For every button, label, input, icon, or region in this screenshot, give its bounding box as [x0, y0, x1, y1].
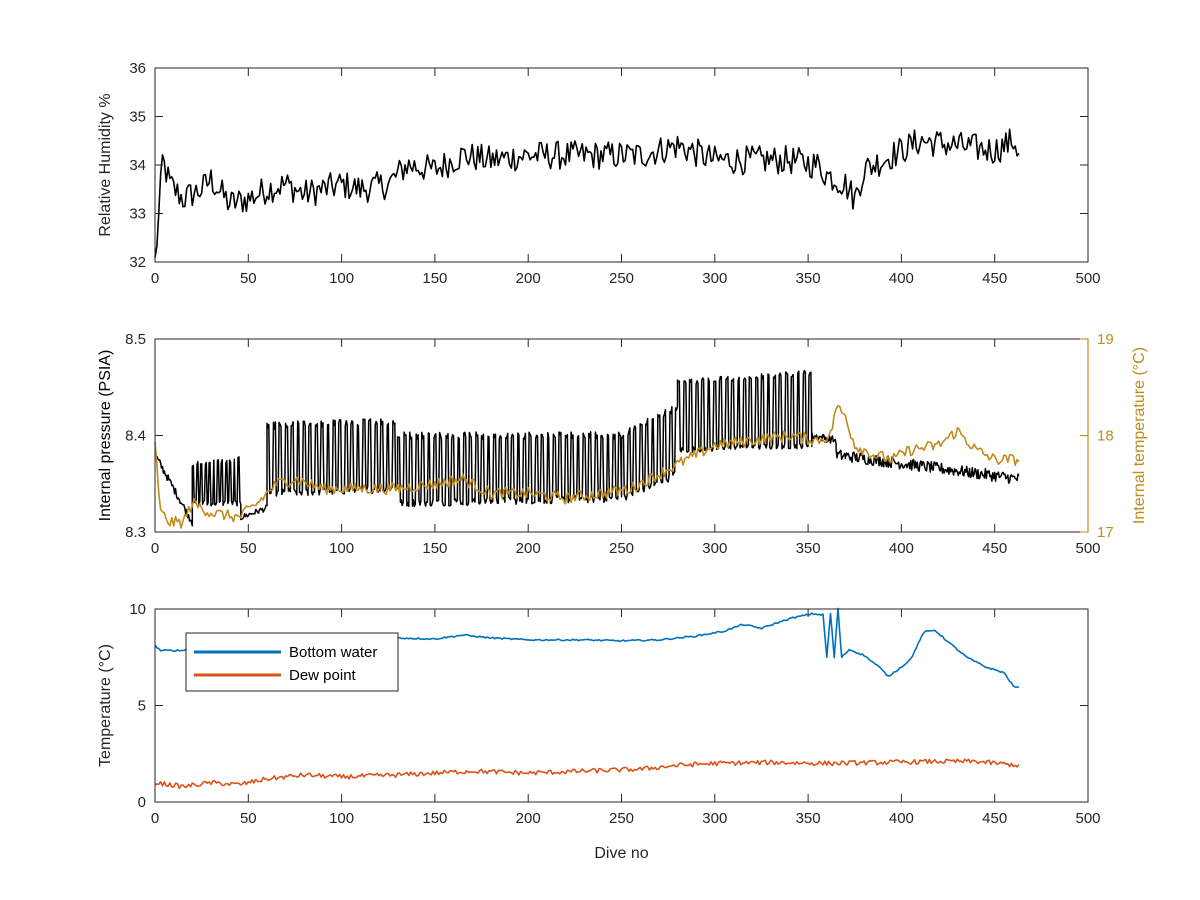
x-tick-label: 150 [422, 270, 447, 287]
x-tick-label: 250 [609, 270, 634, 287]
x-tick-label: 150 [422, 540, 447, 557]
pressure-temperature-panel: 0 50 100 150 200 250 300 350 400 450 500 8.3 8.4 8.5 1… [97, 331, 1148, 557]
x-tick-label: 350 [796, 810, 821, 827]
y-tick-label: 8.4 [125, 428, 146, 445]
y-axis-label: Temperature (°C) [97, 644, 114, 767]
y-tick-label: 36 [129, 60, 146, 77]
y-tick-label: 34 [129, 157, 146, 174]
x-tick-label: 100 [329, 810, 354, 827]
x-tick-label: 300 [702, 810, 727, 827]
y-tick-label: 33 [129, 206, 146, 223]
x-tick-label: 100 [329, 270, 354, 287]
y-tick-label: 8.3 [125, 524, 146, 541]
legend-label: Bottom water [289, 644, 377, 661]
x-tick-label: 50 [240, 270, 257, 287]
y-tick-label: 5 [138, 698, 146, 715]
x-tick-label: 400 [889, 540, 914, 557]
pressure-line [154, 369, 1020, 527]
series-line-1 [154, 758, 1020, 790]
legend-box [185, 632, 399, 692]
x-tick-label: 300 [702, 270, 727, 287]
y-right-tick-label: 17 [1097, 524, 1114, 541]
x-tick-label: 450 [982, 810, 1007, 827]
y-right-tick-label: 19 [1097, 331, 1114, 348]
x-tick-label: 500 [1075, 270, 1100, 287]
x-tick-label: 500 [1075, 540, 1100, 557]
series-line-0 [154, 405, 1020, 529]
y-right-axis-label: Internal temperature (°C) [1131, 347, 1148, 524]
y-tick-label: 10 [129, 601, 146, 618]
x-tick-label: 100 [329, 540, 354, 557]
x-tick-label: 200 [516, 270, 541, 287]
x-tick-label: 50 [240, 810, 257, 827]
x-tick-label: 350 [796, 540, 821, 557]
plot-frame [154, 338, 1089, 533]
x-axis-label: Dive no [594, 845, 648, 862]
x-tick-label: 450 [982, 540, 1007, 557]
series-line-0 [154, 128, 1020, 258]
y-tick-label: 32 [129, 254, 146, 271]
x-tick-label: 350 [796, 270, 821, 287]
x-tick-label: 200 [516, 810, 541, 827]
x-tick-label: 150 [422, 810, 447, 827]
y-tick-label: 35 [129, 109, 146, 126]
x-tick-label: 500 [1075, 810, 1100, 827]
legend-label: Dew point [289, 667, 357, 684]
x-tick-label: 450 [982, 270, 1007, 287]
x-tick-label: 0 [151, 270, 159, 287]
x-tick-label: 0 [151, 810, 159, 827]
x-tick-label: 250 [609, 540, 634, 557]
x-tick-label: 250 [609, 810, 634, 827]
plot-frame [154, 67, 1089, 263]
y-axis-label: Relative Humidity % [97, 93, 114, 236]
y-axis-label: Internal pressure (PSIA) [97, 350, 114, 522]
temperature-panel: 0 50 100 150 200 250 300 350 400 450 500 0 5 10 Temper… [97, 601, 1101, 862]
y-right-tick-label: 18 [1097, 428, 1114, 445]
x-tick-label: 400 [889, 810, 914, 827]
y-tick-label: 0 [138, 794, 146, 811]
x-tick-label: 400 [889, 270, 914, 287]
x-tick-label: 200 [516, 540, 541, 557]
x-tick-label: 50 [240, 540, 257, 557]
y-tick-label: 8.5 [125, 331, 146, 348]
x-tick-label: 0 [151, 540, 159, 557]
humidity-panel: 0 50 100 150 200 250 300 350 400 450 500 32 33 34 35 36… [97, 60, 1101, 287]
x-tick-label: 300 [702, 540, 727, 557]
